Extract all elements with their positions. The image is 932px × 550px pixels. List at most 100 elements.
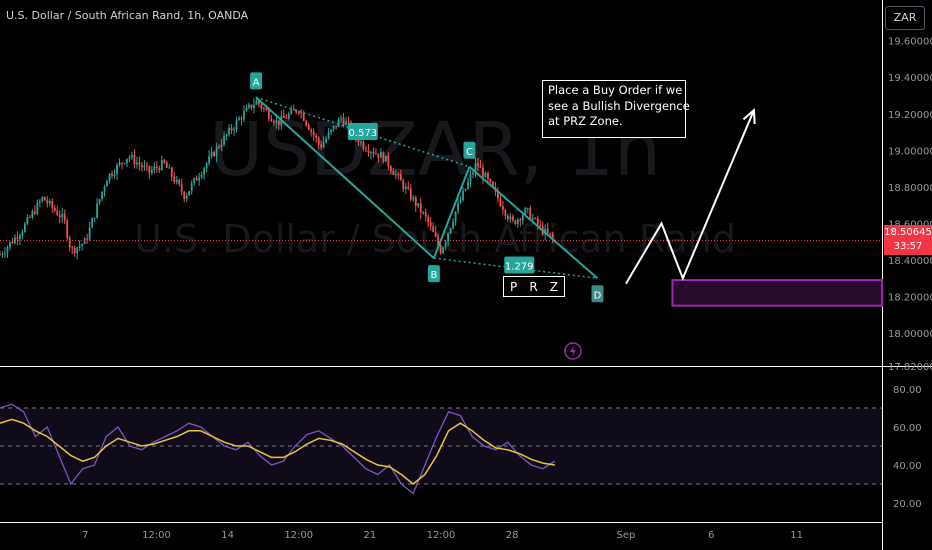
- time-tick-label: 12:00: [284, 530, 313, 541]
- candle-body: [297, 112, 300, 114]
- trade-annotation[interactable]: Place a Buy Order if we see a Bullish Di…: [542, 80, 690, 138]
- candle-body: [14, 237, 16, 244]
- candle-body: [382, 152, 385, 162]
- candle-body: [422, 212, 425, 214]
- pattern-ratio-label: 0.573: [348, 128, 377, 139]
- candle-body: [489, 179, 492, 182]
- candle-body: [529, 208, 532, 220]
- candle-body: [377, 153, 380, 158]
- candle-body: [180, 184, 183, 192]
- time-tick-label: 12:00: [427, 530, 456, 541]
- candle-body: [497, 190, 499, 199]
- candle-body: [136, 162, 138, 165]
- candle-body: [53, 207, 56, 211]
- candle-body: [362, 141, 365, 149]
- candle-body: [215, 146, 218, 157]
- candle-body: [121, 162, 123, 164]
- candle-body: [444, 241, 447, 248]
- candle-body: [265, 108, 268, 111]
- candle-body: [302, 112, 305, 121]
- last-price-tag: 18.50645 33:57: [884, 225, 932, 255]
- candle-body: [305, 120, 308, 125]
- currency-button[interactable]: ZAR: [885, 6, 925, 30]
- pattern-ratio-marker: [347, 123, 378, 141]
- candle-body: [203, 168, 206, 175]
- candle-body: [26, 216, 29, 224]
- candle-body: [392, 170, 395, 175]
- candle-body: [477, 163, 479, 167]
- candle-body: [11, 241, 14, 244]
- candle-body: [91, 218, 94, 228]
- candle-body: [277, 120, 280, 125]
- candle-body: [327, 132, 330, 139]
- rsi-tick-label: 80.00: [893, 385, 922, 396]
- candle-body: [282, 115, 285, 118]
- candle-body: [220, 144, 223, 148]
- candle-body: [153, 166, 156, 171]
- candle-body: [389, 166, 392, 171]
- candle-body: [36, 202, 39, 214]
- candle-body: [432, 226, 435, 233]
- candle-body: [457, 202, 459, 212]
- candle-body: [183, 191, 186, 199]
- candle-body: [365, 148, 367, 151]
- candle-body: [337, 119, 340, 127]
- candle-body: [317, 138, 320, 145]
- candle-body: [464, 188, 467, 191]
- candle-body: [133, 155, 136, 165]
- candle-body: [419, 203, 422, 213]
- candle-body: [452, 221, 454, 228]
- prz-label[interactable]: P R Z: [503, 276, 565, 297]
- candle-body: [108, 173, 111, 181]
- price-tick-label: 18.80000: [888, 183, 932, 194]
- candle-body: [123, 163, 126, 165]
- candle-body: [516, 219, 519, 224]
- pattern-point-marker: [250, 72, 263, 90]
- candle-body: [28, 216, 31, 218]
- candle-body: [58, 215, 61, 218]
- candle-body: [255, 100, 258, 105]
- candle-body: [412, 197, 415, 200]
- pattern-leg-cd: [468, 166, 599, 280]
- pattern-point-label: B: [430, 270, 437, 281]
- candle-body: [300, 112, 303, 114]
- price-tick-label: 18.20000: [888, 293, 932, 304]
- candle-body: [61, 213, 64, 218]
- pattern-point-marker: [591, 285, 604, 303]
- candle-body: [218, 146, 220, 148]
- candle-body: [417, 203, 420, 207]
- candle-body: [208, 156, 211, 164]
- candle-body: [48, 200, 51, 204]
- candle-body: [228, 127, 230, 135]
- candle-body: [195, 178, 198, 181]
- candle-body: [479, 166, 482, 168]
- candle-body: [345, 121, 347, 125]
- candle-body: [173, 176, 176, 183]
- candle-body: [66, 220, 69, 239]
- candle-body: [38, 201, 41, 203]
- pattern-leg-ab: [255, 96, 435, 259]
- candle-body: [397, 174, 400, 176]
- candle-body: [118, 162, 121, 165]
- candle-body: [459, 200, 462, 203]
- pattern-ratio-label: 1.279: [505, 261, 534, 272]
- candle-body: [484, 173, 487, 178]
- candle-body: [267, 110, 270, 119]
- candle-body: [238, 118, 240, 121]
- candle-body: [287, 113, 290, 119]
- candle-body: [295, 110, 298, 113]
- prz-letter-p: P: [510, 280, 518, 294]
- candle-body: [68, 238, 71, 248]
- rsi-tick-label: 20.00: [893, 499, 922, 510]
- candle-body: [332, 125, 335, 130]
- time-tick-label: 11: [790, 530, 803, 541]
- candle-body: [482, 167, 484, 178]
- candle-body: [160, 159, 163, 170]
- candle-body: [454, 211, 457, 222]
- candle-body: [46, 200, 49, 204]
- candle-body: [312, 131, 315, 136]
- candle-body: [394, 174, 397, 176]
- candle-body: [519, 219, 522, 221]
